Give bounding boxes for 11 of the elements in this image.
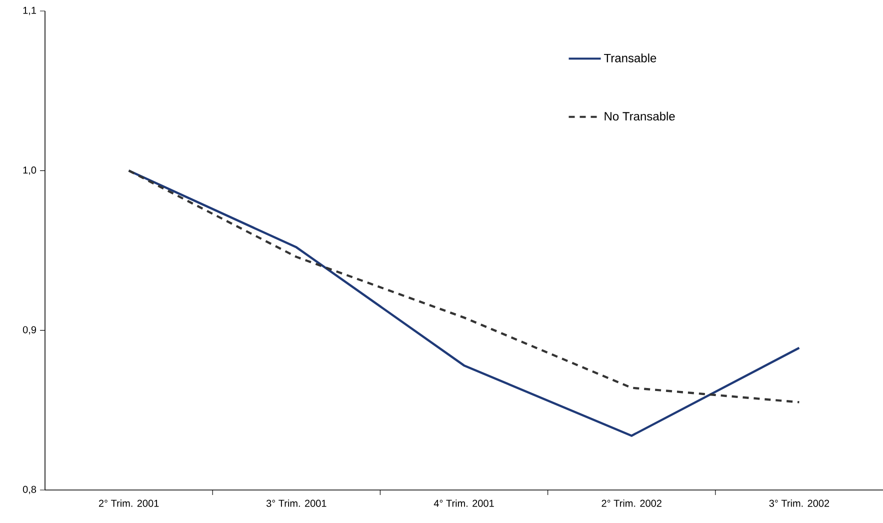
y-tick-label: 1,0 xyxy=(23,166,36,175)
legend-label: Transable xyxy=(604,54,656,62)
x-tick-label: 2° Trim. 2001 xyxy=(98,500,159,507)
y-tick-label: 0,8 xyxy=(22,486,36,494)
y-tick-label: 1,1 xyxy=(23,6,36,16)
x-tick-label: 4° Trim. 2001 xyxy=(434,500,494,507)
x-tick-label: 3° Trim. 2001 xyxy=(266,500,326,507)
y-tick-label: 0,9 xyxy=(22,326,36,334)
x-tick-label: 2° Trim. 2002 xyxy=(602,500,662,507)
legend-label: No Transable xyxy=(604,112,675,121)
x-tick-label: 3° Trim. 2002 xyxy=(769,500,830,507)
